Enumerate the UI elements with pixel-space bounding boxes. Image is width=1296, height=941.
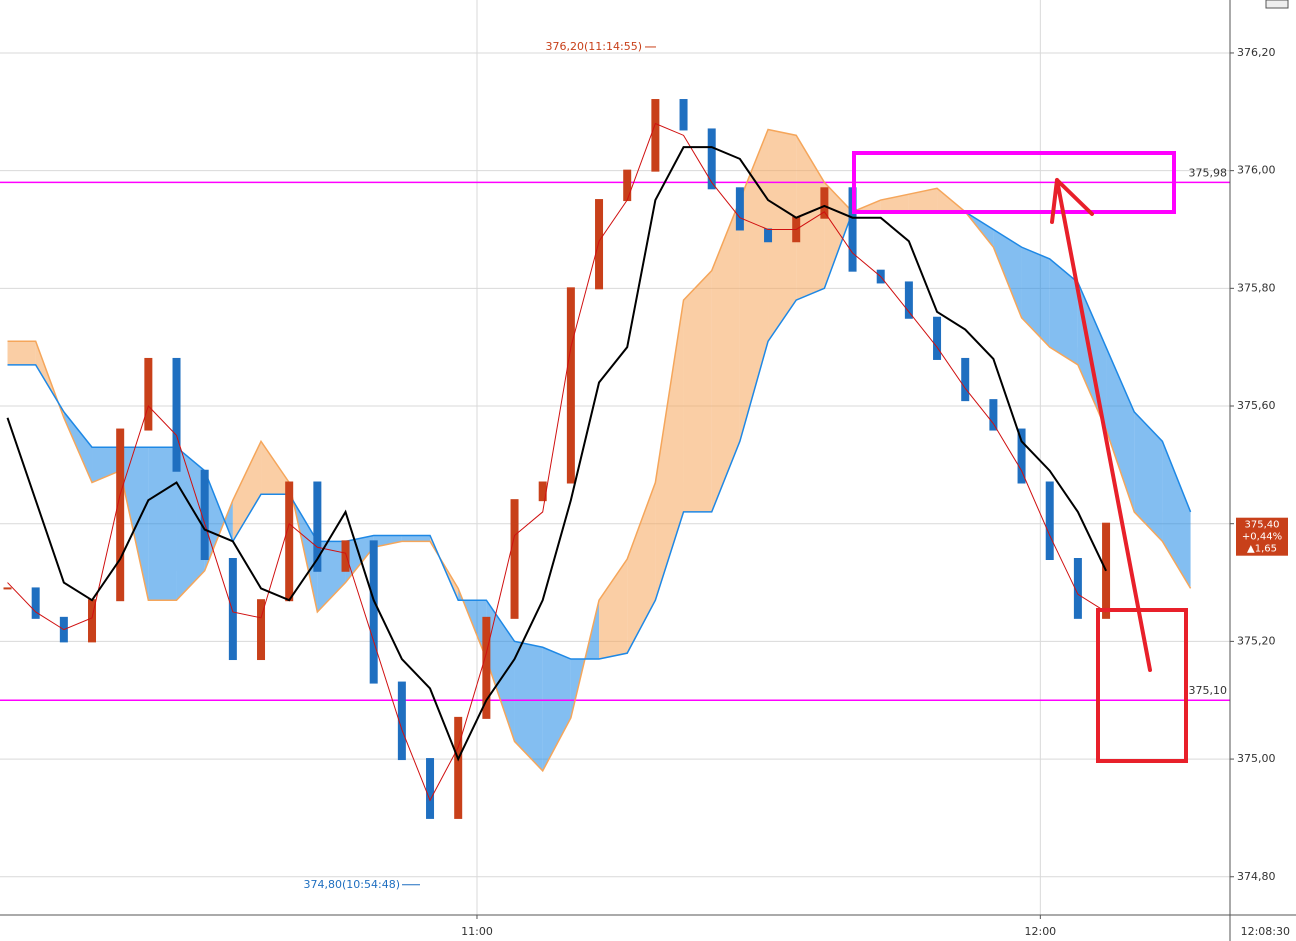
cloud-fill	[683, 270, 712, 512]
price-bar	[848, 187, 857, 272]
cloud-fill	[711, 200, 740, 512]
cloud-fill	[1106, 347, 1135, 512]
line-base	[6, 146, 1107, 762]
price-bar	[454, 716, 463, 819]
x-tick-label: 11:00	[461, 925, 493, 938]
cloud-fill	[232, 441, 262, 542]
price-bar	[116, 428, 125, 602]
y-tick-label: 376,20	[1237, 46, 1276, 59]
cloud-fill	[1021, 247, 1050, 348]
change-pct-label: +0,44%	[1242, 532, 1282, 543]
price-bar	[1017, 428, 1026, 484]
y-tick-label: 375,00	[1237, 752, 1276, 765]
y-tick-label: 375,80	[1237, 281, 1276, 294]
cloud-fill	[796, 135, 825, 301]
price-bar	[285, 481, 294, 602]
cloud-fill	[7, 341, 36, 365]
y-tick-label: 375,60	[1237, 399, 1276, 412]
price-bar	[144, 357, 153, 431]
price-bar	[1073, 558, 1082, 619]
line-conversion	[7, 122, 1107, 802]
price-bar	[989, 399, 998, 431]
price-bar	[679, 99, 688, 131]
price-bar	[313, 481, 322, 572]
cloud-fill	[542, 647, 571, 771]
price-bar	[200, 469, 209, 561]
y-tick-label: 374,80	[1237, 870, 1276, 883]
cloud-fill	[514, 641, 543, 771]
level-label: 375,10	[1189, 684, 1228, 697]
highlight-box	[852, 151, 1176, 214]
price-bar	[735, 187, 744, 231]
low-label: 374,80(10:54:48)	[304, 878, 400, 891]
cloud-fill	[486, 600, 515, 742]
cloud-fill	[120, 447, 149, 601]
cloud-fill	[148, 447, 177, 601]
plot-area: 375,98 375,10 376,20(11:14:55) 374,80(10:54…	[0, 0, 1230, 915]
cloud-fill	[1049, 258, 1078, 365]
last-price-label: 375,40	[1245, 520, 1280, 531]
cloud-fill	[317, 541, 346, 612]
cloud-fill	[1162, 441, 1191, 589]
price-bar	[397, 681, 406, 761]
price-bar	[3, 587, 12, 590]
y-tick-label: 375,20	[1237, 634, 1276, 647]
price-bar	[961, 357, 970, 402]
price-bar	[482, 616, 491, 719]
last-price-box	[1236, 517, 1288, 556]
price-bar	[341, 540, 350, 572]
cloud-fill	[599, 559, 628, 660]
arrow-annotation	[1050, 178, 1152, 672]
cloud-fill	[1134, 411, 1163, 542]
price-bar	[1045, 481, 1054, 561]
cloud-fill	[176, 447, 205, 601]
line-span-a	[7, 128, 1192, 773]
cloud-fill	[261, 441, 290, 495]
price-bar	[172, 357, 181, 472]
price-bar	[426, 758, 435, 819]
cloud-fill	[373, 535, 402, 548]
current-time-label: 12:08:30	[1241, 925, 1290, 938]
y-tick-label: 376,00	[1237, 164, 1276, 177]
price-bar	[933, 316, 942, 360]
level-label: 375,98	[1189, 166, 1228, 179]
price-bar	[820, 187, 829, 219]
price-bar	[707, 128, 716, 190]
window-controls[interactable]	[1265, 0, 1289, 9]
cloud-fill	[627, 482, 656, 654]
price-bar	[538, 481, 547, 502]
price-bar	[651, 99, 660, 172]
price-bar	[510, 499, 519, 619]
cloud-fill	[401, 535, 431, 542]
price-bar	[31, 587, 40, 619]
x-tick-label: 12:00	[1024, 925, 1056, 938]
price-bar	[595, 199, 604, 290]
price-bar	[764, 228, 773, 243]
price-bar	[623, 169, 632, 202]
cloud-fill	[739, 129, 769, 442]
price-bar	[257, 599, 266, 661]
price-bar	[369, 540, 378, 684]
cloud-fill	[655, 300, 684, 601]
price-bar	[566, 287, 575, 484]
high-label: 376,20(11:14:55)	[546, 40, 642, 53]
highlight-box	[1096, 608, 1188, 763]
cloud-fill	[908, 188, 938, 212]
price-bar	[88, 599, 97, 643]
change-label: ▲1,65	[1247, 544, 1277, 555]
cloud-fill	[880, 194, 909, 212]
price-bar	[904, 281, 913, 319]
cloud-fill	[993, 229, 1022, 318]
price-bar	[228, 558, 237, 661]
